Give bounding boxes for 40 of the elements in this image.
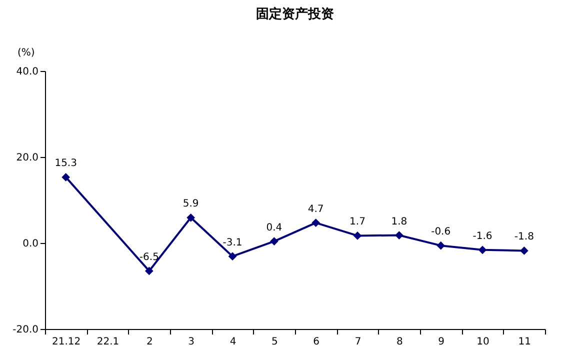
point (436, 241, 446, 250)
point (228, 252, 237, 261)
point (394, 231, 404, 240)
x-tick-label: 10 (476, 336, 490, 346)
x-tick-label: 8 (396, 336, 403, 346)
point (312, 218, 320, 227)
y-axis-title: (%) (18, 48, 35, 58)
point (478, 246, 487, 254)
data-label: 0.4 (266, 222, 282, 234)
x-tick-label: 3 (188, 336, 195, 346)
data-label: -1.6 (472, 230, 492, 242)
x-tick-label: 7 (354, 336, 362, 346)
data-label: -6.5 (139, 252, 159, 263)
data-label: 5.9 (182, 198, 199, 210)
point (62, 173, 70, 182)
data-label: 1.7 (350, 216, 366, 228)
data-label: 1.8 (391, 216, 408, 228)
x-tick-label: 9 (438, 336, 445, 346)
point (520, 246, 528, 255)
x-tick-label: 22.1 (96, 336, 120, 346)
x-tick-label: 5 (271, 336, 278, 346)
point (144, 266, 154, 276)
data-label: 15.3 (54, 158, 77, 170)
point (353, 232, 362, 240)
y-tick-label: -20.0 (12, 324, 38, 336)
x-tick-label: 11 (518, 336, 532, 346)
y-tick-label: 40.0 (16, 66, 38, 78)
point (270, 237, 278, 246)
chart-title: 固定资产投资 (256, 6, 334, 22)
y-tick-label: 0.0 (22, 238, 38, 250)
x-tick-label: 21.12 (52, 336, 81, 346)
data-label: -3.1 (222, 237, 242, 248)
data-label: -0.6 (431, 226, 451, 238)
x-tick-label: 2 (146, 336, 153, 346)
x-tick-label: 6 (313, 336, 320, 346)
point (186, 213, 196, 222)
data-label: 4.7 (308, 204, 324, 215)
x-tick-label: 4 (230, 336, 236, 346)
y-tick-label: 20.0 (16, 152, 38, 164)
data-label: -1.8 (514, 232, 534, 243)
